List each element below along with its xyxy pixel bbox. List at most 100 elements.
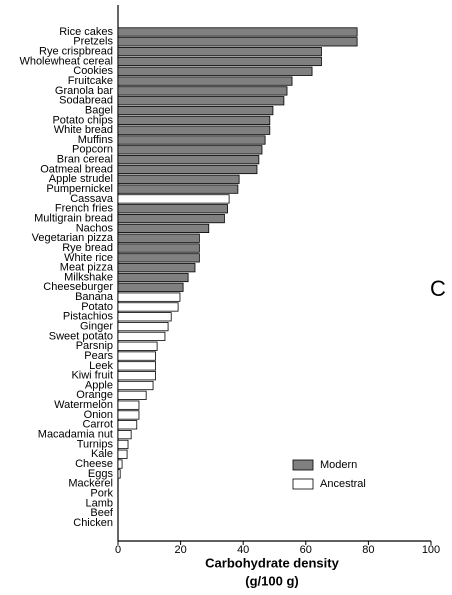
bar — [117, 155, 260, 165]
bar — [117, 174, 240, 184]
x-axis-label: (g/100 g) — [245, 573, 298, 588]
bar — [117, 469, 121, 479]
bar — [117, 96, 285, 106]
y-tick-label: Mackerel — [68, 478, 113, 490]
y-tick-label: Bran cereal — [57, 154, 113, 166]
y-tick-label: Nachos — [76, 222, 114, 234]
bar — [117, 86, 288, 96]
x-tick-label: 100 — [422, 544, 440, 556]
bar — [117, 351, 156, 361]
panel-label: C — [430, 276, 446, 301]
bar — [117, 115, 271, 125]
x-axis-label: Carbohydrate density — [205, 555, 339, 570]
bar — [117, 371, 156, 381]
bar — [117, 282, 184, 292]
x-tick-label: 60 — [300, 544, 312, 556]
bar — [117, 430, 132, 440]
bar — [117, 27, 358, 37]
bar — [117, 223, 210, 233]
y-tick-label: Potato — [81, 301, 113, 313]
y-tick-label: Oatmeal bread — [40, 163, 113, 175]
y-tick-label: Onion — [84, 409, 113, 421]
legend-swatch — [292, 478, 314, 490]
y-tick-label: Fruitcake — [68, 75, 113, 87]
y-tick-label: Kale — [91, 448, 113, 460]
bar — [117, 361, 156, 371]
bar — [117, 125, 271, 135]
bar — [117, 321, 169, 332]
y-tick-label: Pears — [84, 350, 113, 362]
legend-label: Modern — [320, 459, 357, 471]
bar — [117, 243, 200, 253]
bar — [117, 47, 322, 57]
bar — [117, 253, 200, 263]
bar — [117, 380, 154, 391]
legend-label: Ancestral — [320, 478, 366, 490]
bar — [117, 263, 196, 273]
y-tick-label: Eggs — [88, 468, 114, 480]
y-tick-label: Rice cakes — [59, 26, 113, 38]
legend-swatch — [292, 459, 314, 471]
bar — [117, 105, 274, 116]
bar — [117, 135, 266, 145]
y-tick-label: French fries — [55, 203, 114, 215]
bar — [117, 449, 128, 459]
bar — [117, 37, 358, 47]
bar — [117, 76, 293, 86]
bar — [117, 164, 258, 175]
y-tick-label: Banana — [75, 291, 114, 303]
y-tick-label: Beef — [90, 507, 114, 519]
y-tick-label: Popcorn — [72, 144, 113, 156]
y-tick-label: Cheese — [75, 458, 113, 470]
bar — [117, 213, 225, 224]
y-tick-label: Wholewheat cereal — [19, 55, 113, 67]
y-tick-label: Cheeseburger — [43, 281, 113, 293]
bar — [117, 341, 158, 351]
y-tick-label: Leek — [89, 360, 113, 372]
bar — [117, 184, 239, 194]
y-tick-label: Chicken — [73, 517, 113, 529]
y-tick-label: Watermelon — [54, 399, 113, 411]
bar — [117, 390, 147, 400]
y-tick-label: Granola bar — [55, 85, 113, 97]
y-tick-label: Meat pizza — [60, 262, 114, 274]
bar — [117, 459, 123, 469]
bar — [117, 194, 230, 204]
y-tick-label: Vegetarian pizza — [32, 232, 114, 244]
y-tick-label: Sodabread — [59, 95, 113, 107]
bar — [117, 292, 181, 302]
bar — [117, 204, 228, 214]
y-tick-label: Parsnip — [76, 340, 113, 352]
x-tick-label: 40 — [237, 544, 249, 556]
y-tick-label: Kiwi fruit — [71, 370, 113, 382]
y-tick-label: Macadamia nut — [38, 429, 113, 441]
y-tick-label: Cassava — [70, 193, 114, 205]
y-tick-label: Muffins — [78, 134, 114, 146]
y-tick-label: Milkshake — [64, 271, 113, 283]
y-tick-label: Carrot — [82, 419, 113, 431]
y-tick-label: Potato chips — [52, 114, 113, 126]
bar — [117, 145, 263, 155]
bar — [117, 272, 189, 283]
x-tick-label: 20 — [174, 544, 186, 556]
y-tick-label: Rye crispbread — [39, 46, 113, 58]
y-tick-label: Apple — [85, 379, 113, 391]
bar — [117, 302, 179, 312]
bar — [117, 439, 129, 450]
y-tick-label: Apple strudel — [49, 173, 113, 185]
bar — [117, 66, 313, 76]
y-tick-label: White rice — [64, 252, 113, 264]
y-tick-label: Multigrain bread — [34, 212, 113, 224]
y-tick-label: Bagel — [85, 104, 113, 116]
x-tick-label: 0 — [115, 544, 121, 556]
bar — [117, 233, 200, 243]
bar — [117, 410, 140, 420]
y-tick-label: Sweet potato — [49, 330, 113, 342]
y-tick-label: Cookies — [73, 65, 113, 77]
y-tick-label: Pumpernickel — [46, 183, 113, 195]
y-tick-label: Orange — [76, 389, 113, 401]
bar — [117, 420, 138, 430]
y-tick-label: Rye bread — [62, 242, 113, 254]
y-tick-label: White bread — [54, 124, 113, 136]
